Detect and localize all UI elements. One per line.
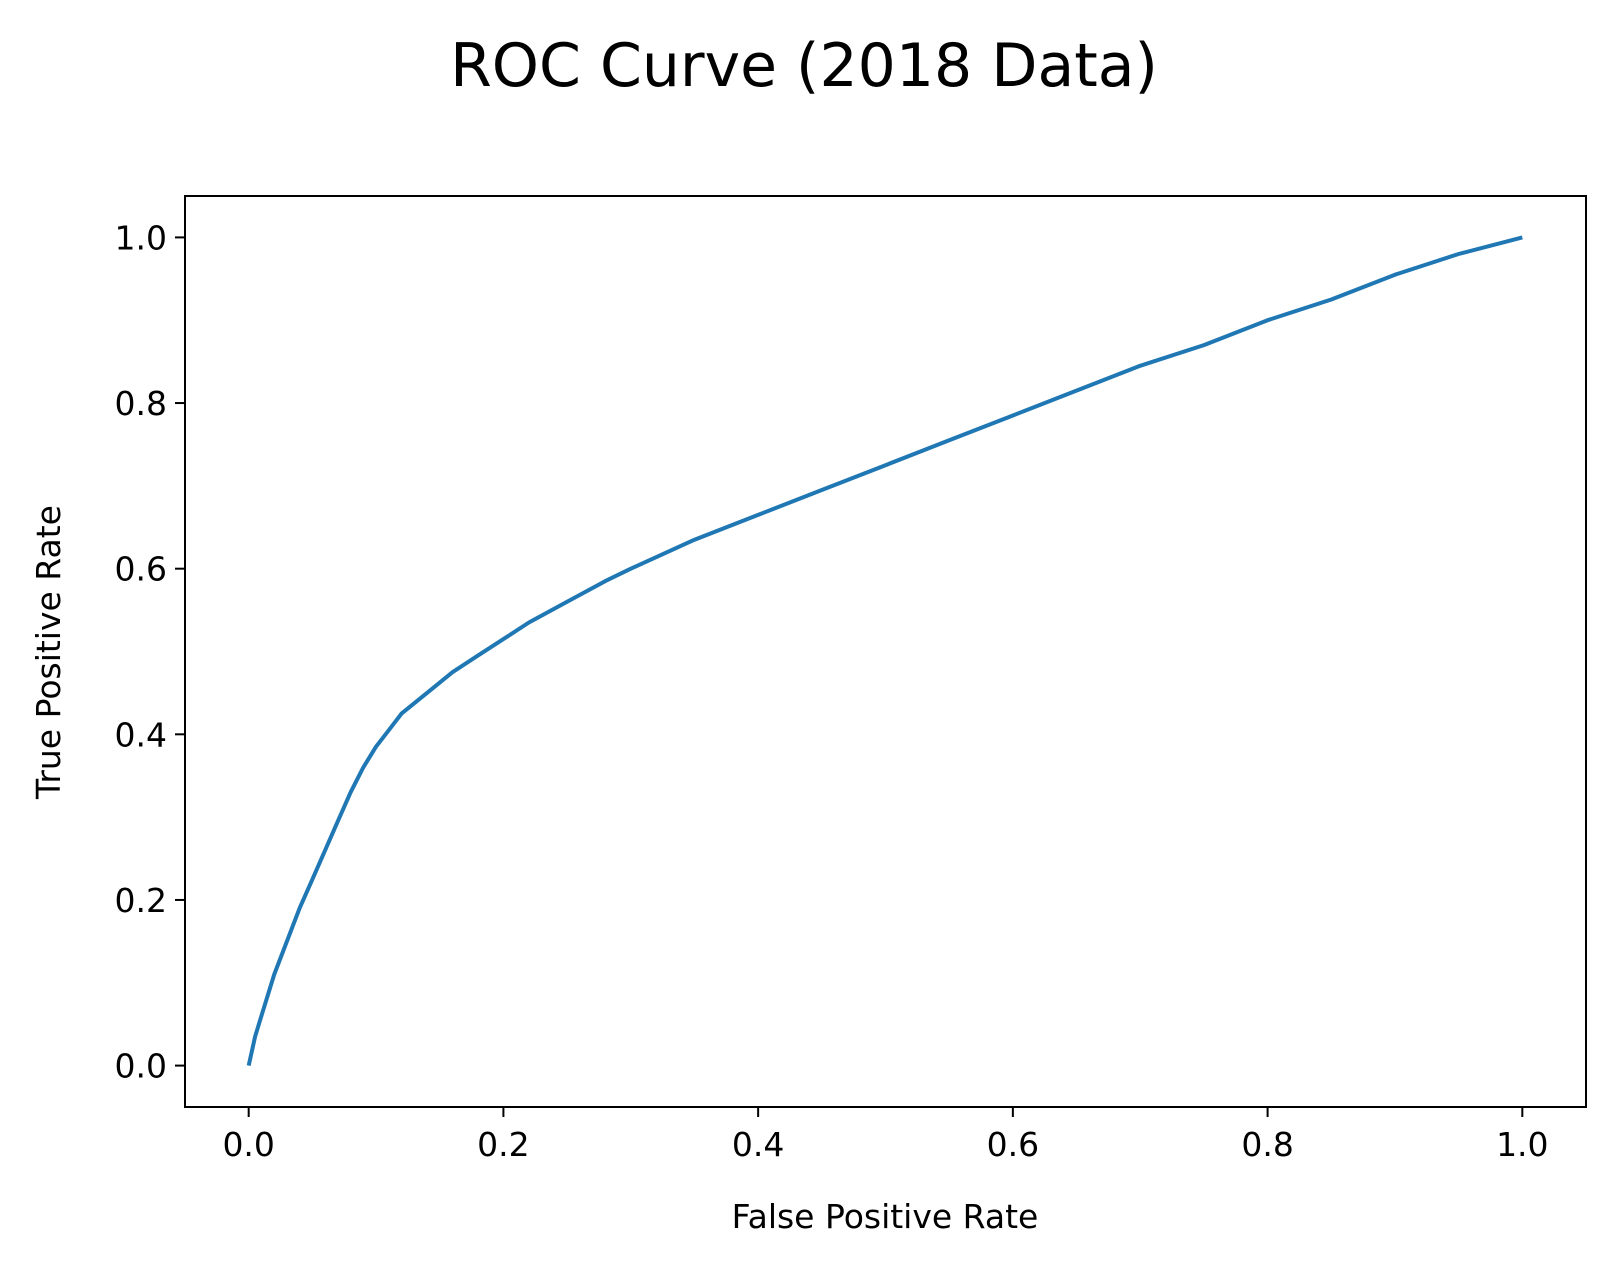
x-tick-label: 0.8 xyxy=(1241,1125,1293,1164)
x-axis-ticks: 0.0 0.2 0.4 0.6 0.8 1.0 xyxy=(222,1107,1549,1164)
x-tick-label: 1.0 xyxy=(1496,1125,1548,1164)
x-tick-label: 0.6 xyxy=(987,1125,1039,1164)
y-tick-label: 0.6 xyxy=(115,550,167,589)
y-axis-ticks: 0.0 0.2 0.4 0.6 0.8 1.0 xyxy=(115,218,185,1086)
roc-curve-line xyxy=(246,235,1523,1067)
y-tick-label: 0.8 xyxy=(115,384,167,423)
x-tick-label: 0.0 xyxy=(222,1125,274,1164)
y-tick-label: 0.0 xyxy=(115,1047,167,1086)
x-tick-label: 0.4 xyxy=(732,1125,784,1164)
chart-title: ROC Curve (2018 Data) xyxy=(450,31,1158,101)
plot-area-frame xyxy=(184,195,1587,1108)
y-axis-label: True Positive Rate xyxy=(29,505,68,800)
x-axis-label: False Positive Rate xyxy=(732,1197,1039,1236)
y-tick-label: 0.4 xyxy=(115,715,167,754)
y-tick-label: 0.2 xyxy=(115,881,167,920)
x-tick-label: 0.2 xyxy=(477,1125,529,1164)
y-tick-label: 1.0 xyxy=(115,218,167,257)
